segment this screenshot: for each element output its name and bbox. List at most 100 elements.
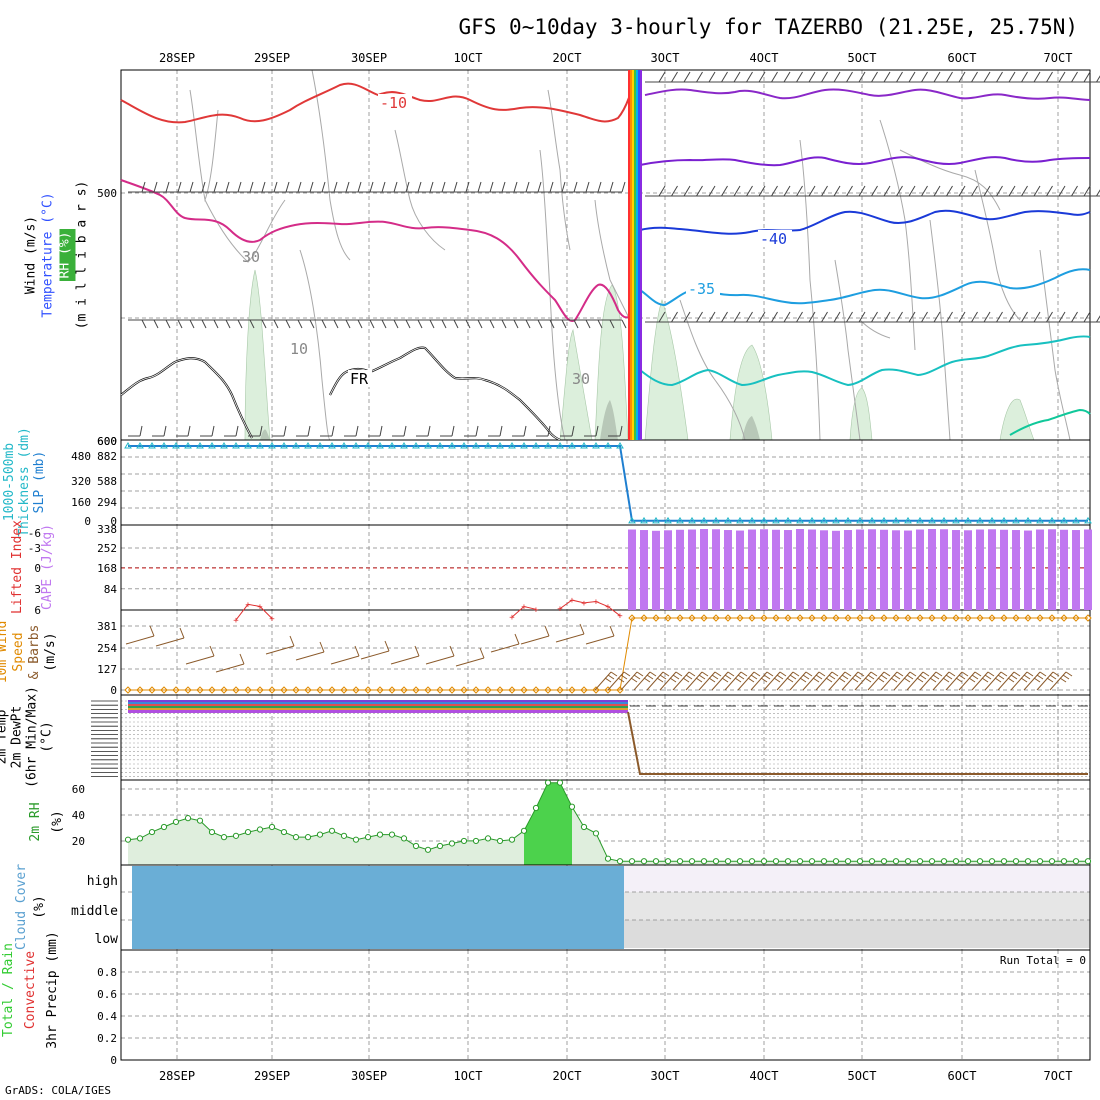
upper-air-ylabel: (m i l l i b a r s) <box>75 181 90 330</box>
upper-wind-barb <box>597 319 603 329</box>
surface-wind-barb <box>662 671 670 677</box>
cape-bar <box>952 530 960 610</box>
rh2m-ylabel: (%) <box>50 810 65 833</box>
upper-wind-barb <box>1021 311 1028 323</box>
upper-wind-barb <box>808 71 816 83</box>
rh-label-swatch <box>59 229 76 281</box>
data-discontinuity-band <box>632 70 634 440</box>
upper-wind-barb <box>921 185 928 197</box>
thickness-marker <box>628 516 636 524</box>
rh2m-marker <box>664 858 672 865</box>
top-date-label: 7OCT <box>1044 51 1073 65</box>
temp-band <box>128 710 628 713</box>
upper-wind-barb <box>321 181 326 193</box>
upper-wind-barb <box>453 181 458 193</box>
surface-wind-barb <box>802 674 810 680</box>
contour-label: FR <box>350 370 369 388</box>
upper-wind-barb <box>771 311 778 323</box>
thickness-marker <box>520 442 528 449</box>
upper-wind-barb <box>381 319 387 329</box>
upper-wind-barb <box>429 319 435 329</box>
rh-isoline <box>204 199 286 263</box>
thickness-marker <box>412 442 420 449</box>
surface-wind-barb <box>916 677 924 683</box>
upper-wind-barb <box>746 71 753 83</box>
upper-wind-barb <box>597 181 602 193</box>
thickness-marker <box>592 442 600 449</box>
upper-wind-barb <box>671 311 678 323</box>
upper-wind-barb <box>933 71 941 83</box>
rh-shaded-area <box>644 299 689 441</box>
contour-label-bg <box>378 94 412 111</box>
cape-bar <box>856 529 864 610</box>
rh2m-marker <box>1000 858 1008 865</box>
thickness-marker <box>736 516 744 524</box>
upper-wind-barb <box>708 71 716 83</box>
upper-wind-barb <box>393 181 398 193</box>
rh2m-marker <box>496 837 504 845</box>
surface-wind-barb <box>971 674 979 680</box>
surface-wind-barb <box>867 674 875 680</box>
credit-label: GrADS: COLA/IGES <box>5 1084 111 1097</box>
upper-wind-barb <box>249 319 255 329</box>
surface-wind-barb <box>773 677 781 683</box>
upper-wind-barb <box>177 181 182 193</box>
top-date-label: 28SEP <box>159 51 195 65</box>
precip-tick: 0.2 <box>97 1032 117 1045</box>
rh2m-ylabel: 2m RH <box>28 802 43 841</box>
rh2m-marker <box>532 804 540 812</box>
precip-tick: 0.8 <box>97 966 117 979</box>
rh2m-marker <box>700 858 708 865</box>
rh2m-marker <box>388 831 396 838</box>
rh2m-marker <box>1072 858 1080 865</box>
upper-wind-barb <box>983 185 991 197</box>
upper-wind-barb <box>858 185 866 197</box>
upper-wind-barb <box>213 319 219 329</box>
rh2m-marker <box>460 837 468 845</box>
upper-wind-barb <box>821 71 828 83</box>
upper-wind-barb <box>833 71 841 83</box>
rh2m-marker <box>940 858 948 865</box>
upper-wind-barb <box>561 319 567 329</box>
upper-wind-barb <box>1083 311 1091 323</box>
upper-wind-barb <box>405 181 410 193</box>
rh2m-marker <box>784 858 792 865</box>
upper-wind-barb <box>403 425 407 437</box>
surface-wind-barb <box>390 655 420 665</box>
upper-wind-barb <box>871 311 878 323</box>
run-total-label: Run Total = 0 <box>1000 954 1086 967</box>
upper-wind-barb <box>896 311 903 323</box>
rh-shaded-area <box>849 387 873 441</box>
upper-wind-barb <box>357 319 363 329</box>
isotherm-line <box>639 335 1091 387</box>
upper-wind-barb <box>921 311 928 323</box>
thickness-marker <box>532 442 540 449</box>
upper-wind-barb <box>379 425 383 437</box>
surface-wind-barb <box>984 674 992 680</box>
isotherm-line <box>1009 408 1091 436</box>
bottom-date-label: 5OCT <box>848 1069 877 1083</box>
thickness-marker <box>820 516 828 524</box>
surface-wind-barb <box>1059 677 1067 683</box>
lifted-index-marker: + <box>593 598 599 608</box>
rh2m-marker <box>1060 858 1068 865</box>
rh2m-marker <box>556 779 564 786</box>
rh2m-marker <box>604 855 612 862</box>
surface-wind-barb <box>149 625 155 637</box>
surface-wind-barb <box>857 671 865 677</box>
cape-bar <box>700 529 708 610</box>
slp-tick: 0 <box>110 515 117 528</box>
surface-wind-barb <box>799 677 807 683</box>
upper-wind-barb <box>477 181 482 193</box>
thickness-marker <box>856 516 864 524</box>
surface-wind-barb <box>672 674 680 680</box>
surface-wind-barb <box>384 640 390 652</box>
upper-wind-barb <box>733 311 741 323</box>
bottom-date-label: 2OCT <box>553 1069 582 1083</box>
surface-wind-barb <box>831 671 839 677</box>
upper-wind-barb <box>971 311 978 323</box>
rh-isoline <box>879 119 916 351</box>
top-date-label: 6OCT <box>948 51 977 65</box>
cloud-low-band <box>622 920 1090 948</box>
lifted-index-tick: 0 <box>34 562 41 575</box>
